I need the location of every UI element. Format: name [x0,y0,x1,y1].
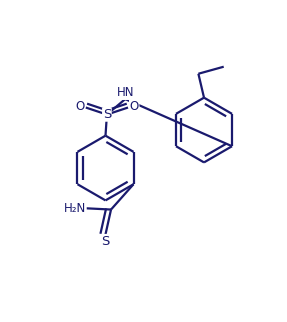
Text: S: S [103,108,111,121]
Text: H₂N: H₂N [64,202,86,215]
Text: O: O [130,99,139,113]
Text: S: S [101,234,110,248]
Text: O: O [75,99,84,113]
Text: HN: HN [117,86,134,99]
